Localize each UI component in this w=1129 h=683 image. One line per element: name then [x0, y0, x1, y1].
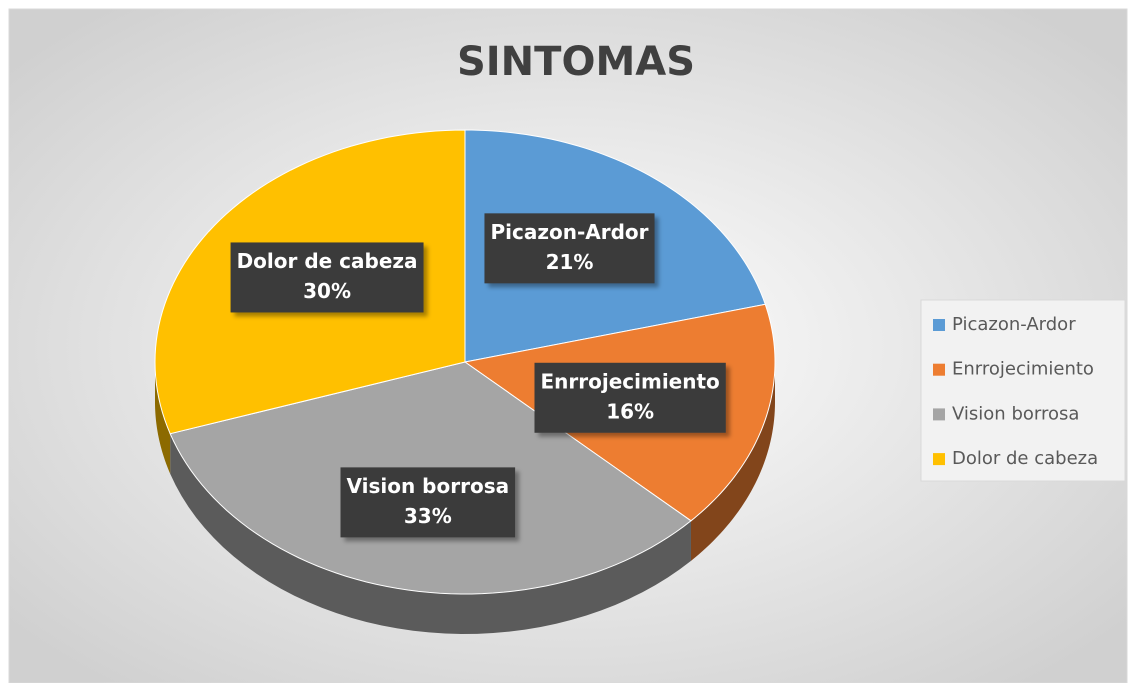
data-label-category: Dolor de cabeza — [237, 249, 418, 273]
legend-label: Dolor de cabeza — [952, 448, 1098, 469]
legend-swatch — [933, 319, 945, 331]
pie-side — [155, 362, 171, 474]
data-label-box — [230, 242, 424, 313]
data-label: Vision borrosa 33% — [340, 467, 516, 538]
data-label-value: 16% — [606, 399, 654, 423]
data-label-box — [340, 467, 516, 538]
pie-side — [170, 433, 691, 634]
data-label-category: Picazon-Ardor — [490, 220, 648, 244]
legend-swatch — [933, 453, 945, 466]
legend-swatch — [933, 363, 945, 376]
data-label-value: 30% — [303, 279, 351, 303]
data-label: Picazon-Ardor 21% — [484, 213, 655, 284]
legend-label: Picazon-Ardor — [952, 314, 1076, 335]
data-labels: Picazon-Ardor 21% Enrrojecimiento 16% Vision… — [230, 213, 726, 538]
data-label-value: 33% — [404, 504, 452, 528]
data-label-box — [484, 213, 655, 284]
data-label: Enrrojecimiento 16% — [534, 362, 726, 433]
legend-label: Vision borrosa — [952, 403, 1079, 424]
pie-side — [690, 362, 775, 561]
legend-label: Enrrojecimiento — [952, 359, 1094, 380]
data-label-value: 21% — [546, 250, 594, 274]
data-label: Dolor de cabeza 30% — [230, 242, 424, 313]
legend — [920, 299, 1126, 482]
legend-swatch — [933, 408, 945, 421]
data-label-category: Vision borrosa — [347, 474, 510, 498]
data-label-category: Enrrojecimiento — [540, 369, 719, 393]
chart-title: SINTOMAS — [457, 39, 695, 85]
data-label-box — [534, 362, 726, 433]
